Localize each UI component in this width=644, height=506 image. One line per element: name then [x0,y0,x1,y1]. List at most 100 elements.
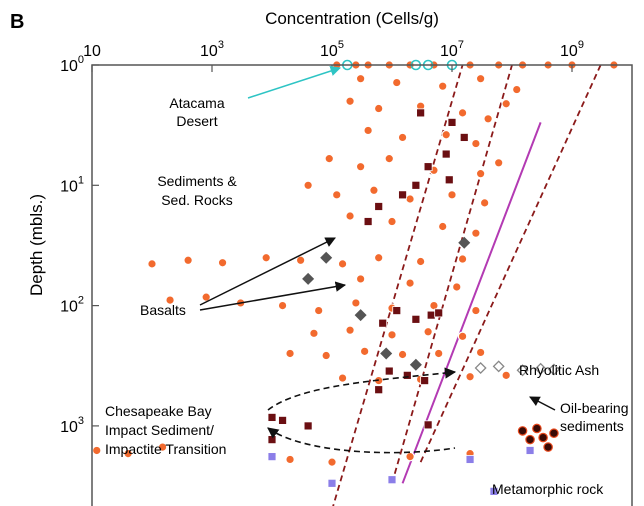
x-tick-label: 109 [560,39,584,60]
sediments-point [331,190,342,200]
sediments-point [91,445,102,456]
sediments-point [147,259,157,269]
sediments-point [475,168,486,179]
x-tick-label: 103 [200,39,224,60]
chesapeake-point [411,314,421,324]
oil-point [538,432,548,443]
sediments-point [309,328,319,339]
label-chesapeake-1: Chesapeake Bay [105,403,212,419]
basalts-arrow-2 [199,281,347,311]
chesapeake-point [444,175,454,185]
y-tick-label: 102 [60,295,84,316]
sediments-point [217,257,228,268]
basalts-point [380,347,393,360]
chesapeake-point [392,306,402,315]
sediments-point [324,153,335,164]
metamorphic-point [327,478,337,488]
fit-line-dashed-0 [332,64,464,506]
sediments-point [483,113,493,124]
sediments-point [501,98,511,109]
sediments-point [471,228,481,238]
sediments-point [355,161,366,172]
sediments-point [384,153,395,164]
sediments-point [441,129,451,140]
sediments-point [391,77,402,88]
chesapeake-point [363,217,373,226]
sediments-point [465,371,475,382]
sediments-point [277,300,288,311]
sediments-point [429,300,439,311]
oil-point [525,434,535,445]
metamorphic-point [267,452,277,462]
chesapeake-point [374,202,384,211]
sediments-point [479,198,490,208]
sediments-point [303,180,313,191]
sediments-point [345,211,355,221]
chesapeake-point [447,117,457,127]
sediments-point [447,190,457,200]
sediments-point [415,256,426,267]
sediments-point [321,350,331,361]
y-tick-label: 103 [60,415,84,436]
sediments-point [327,457,337,467]
sediments-point [405,194,415,204]
sediments-point [355,73,366,84]
y-tick-label: 100 [60,54,84,75]
chesapeake-point [267,435,277,445]
sediments-point [437,221,448,232]
label-oil-1: Oil-bearing [560,400,628,416]
chesapeake-point [434,308,444,318]
basalts-arrow-1 [199,237,336,306]
chesapeake-point [267,413,277,422]
x-tick-label: 10 [83,43,101,60]
sediments-point [373,103,384,114]
fit-line-dashed-1 [391,64,513,484]
sediments-point [337,373,348,383]
chesapeake-point [402,370,412,380]
sediments-point [285,454,295,465]
sediments-point [405,451,415,462]
y-axis-title: Depth (mbls.) [27,194,46,296]
sediments-point [397,132,408,143]
chesapeake-curve-upper [267,367,457,411]
sediments-point [511,84,522,95]
sediments-point [337,259,348,269]
sediments-point [355,274,366,284]
chesapeake-point [378,318,388,328]
sediments-point [363,125,373,136]
chesapeake-point [398,190,407,200]
sediments-point [359,346,370,357]
basalts-point [409,358,422,371]
sediments-point [471,305,481,316]
sediments-point [345,96,355,107]
metamorphic-point [489,486,499,496]
sediments-point [457,254,468,264]
sediments-point [373,252,384,263]
y-tick-label: 101 [60,174,84,195]
sediments-point [423,326,433,337]
sediments-point [437,81,448,91]
sediments-point [457,108,468,118]
sediments-point [285,348,295,359]
label-oil-2: sediments [560,418,624,434]
sediments-point [501,370,511,381]
rhyolitic-point [516,364,529,377]
chesapeake-point [384,366,394,376]
sediments-point [183,255,193,266]
label-chesapeake-3: Impactite Transition [105,441,226,457]
sediments-point [397,349,408,360]
sediments-point [165,295,175,305]
chesapeake-point [303,421,313,431]
rhyolitic-point [547,363,560,376]
x-tick-label: 105 [320,39,344,60]
sediments-point [451,282,462,292]
oil-point [549,428,559,439]
oil-point [517,426,528,436]
metamorphic-point [525,446,535,455]
basalts-point [302,272,315,285]
label-metamorphic: Metamorphic rock [492,481,604,497]
sediments-point [471,138,481,149]
chesapeake-point [411,180,421,190]
label-rhyolitic: Rhyolitic Ash [519,362,599,378]
